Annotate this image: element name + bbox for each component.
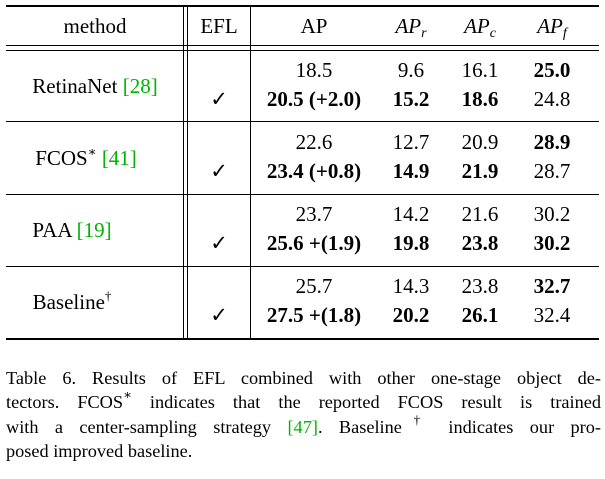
table-cell-apc: 23.8 <box>461 231 499 255</box>
results-table: method EFL AP APr APc APf RetinaNet [28]… <box>6 5 599 340</box>
table-cell-apf: 28.7 <box>533 159 571 183</box>
table-cell-apc: 23.8 <box>461 274 499 298</box>
table-cell-apf: 32.7 <box>533 274 571 298</box>
method-name: RetinaNet [28] <box>32 74 158 98</box>
header-ap-frequent: APf <box>537 14 567 41</box>
method-name: FCOS∗ [41] <box>35 144 137 170</box>
table-top-rule <box>6 5 599 7</box>
method-name: PAA [19] <box>32 218 112 242</box>
table-cell-ap: 18.5 <box>295 58 333 82</box>
group-rule <box>6 194 599 195</box>
table-cell-apf: 30.2 <box>533 231 571 255</box>
column-rule <box>250 5 251 340</box>
table-bottom-rule <box>6 338 599 340</box>
caption-line: Table 6. Results of EFL combined with ot… <box>6 368 601 388</box>
column-rule-double <box>187 5 188 340</box>
caption-line: tectors. FCOS∗ indicates that the report… <box>6 387 602 413</box>
caption-line: posed improved baseline. <box>6 441 193 462</box>
efl-check: ✓ <box>210 87 228 111</box>
table-cell-apf: 25.0 <box>533 58 571 82</box>
header-rule <box>6 45 599 46</box>
table-cell-apc: 21.9 <box>461 159 499 183</box>
caption-line: with a center-sampling strategy [47]. Ba… <box>6 411 602 437</box>
table-cell-apc: 18.6 <box>461 87 499 111</box>
table-cell-apc: 16.1 <box>461 58 499 82</box>
efl-check: ✓ <box>210 231 228 255</box>
header-ap: AP <box>300 14 328 38</box>
header-method: method <box>63 14 127 38</box>
table-cell-apr: 20.2 <box>392 303 430 327</box>
table-cell-ap: 25.7 <box>295 274 333 298</box>
table-cell-apf: 30.2 <box>533 202 571 226</box>
table-cell-apr: 12.7 <box>392 130 430 154</box>
header-ap-rare: APr <box>395 14 427 41</box>
table-caption: Table 6. Results of EFL combined with ot… <box>6 366 601 464</box>
group-rule <box>6 121 599 122</box>
table-cell-apr: 19.8 <box>392 231 430 255</box>
table-cell-apr: 14.2 <box>392 202 430 226</box>
table-cell-ap: 23.7 <box>295 202 333 226</box>
efl-check: ✓ <box>210 159 228 183</box>
method-name: Baseline† <box>32 288 112 314</box>
table-cell-ap: 25.6 +(1.9) <box>266 231 362 255</box>
efl-check: ✓ <box>210 303 228 327</box>
table-cell-ap: 20.5 (+2.0) <box>266 87 362 111</box>
table-cell-ap: 23.4 (+0.8) <box>266 159 362 183</box>
table-cell-ap: 22.6 <box>295 130 333 154</box>
table-cell-apc: 21.6 <box>461 202 499 226</box>
table-cell-apr: 14.9 <box>392 159 430 183</box>
table-cell-ap: 27.5 +(1.8) <box>266 303 362 327</box>
header-efl: EFL <box>200 14 238 38</box>
table-cell-apc: 26.1 <box>461 303 499 327</box>
header-ap-common: APc <box>464 14 496 41</box>
table-cell-apr: 9.6 <box>397 58 425 82</box>
table-cell-apf: 28.9 <box>533 130 571 154</box>
column-rule <box>183 5 184 340</box>
table-cell-apf: 32.4 <box>533 303 571 327</box>
table-cell-apr: 14.3 <box>392 274 430 298</box>
table-cell-apc: 20.9 <box>461 130 499 154</box>
group-rule <box>6 266 599 267</box>
header-rule-double <box>6 50 599 51</box>
table-cell-apf: 24.8 <box>533 87 571 111</box>
table-cell-apr: 15.2 <box>392 87 430 111</box>
